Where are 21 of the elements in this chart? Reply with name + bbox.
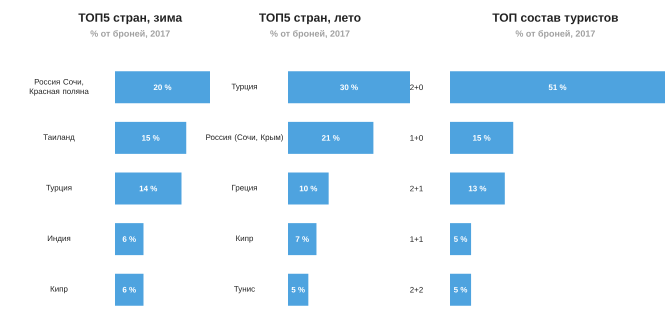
bar (115, 172, 182, 205)
bar (288, 122, 374, 154)
bar (115, 274, 144, 306)
chart-title: ТОП состав туристов (492, 13, 618, 24)
bar (288, 71, 410, 104)
bar (288, 172, 329, 205)
bar (450, 172, 505, 205)
bar (450, 223, 472, 256)
bar (115, 223, 144, 256)
chart-subtitle: % от броней, 2017 (516, 30, 595, 39)
chart-subtitle: % от броней, 2017 (90, 30, 170, 39)
bar (115, 71, 210, 104)
bar (450, 274, 472, 306)
bar (450, 71, 666, 104)
bar (115, 122, 186, 154)
chart-title: ТОП5 стран, лето (259, 13, 361, 24)
bar (288, 223, 316, 256)
chart-subtitle: % от броней, 2017 (270, 30, 350, 39)
bar (450, 122, 514, 154)
bar (288, 274, 308, 306)
chart-title: ТОП5 стран, зима (78, 13, 182, 24)
